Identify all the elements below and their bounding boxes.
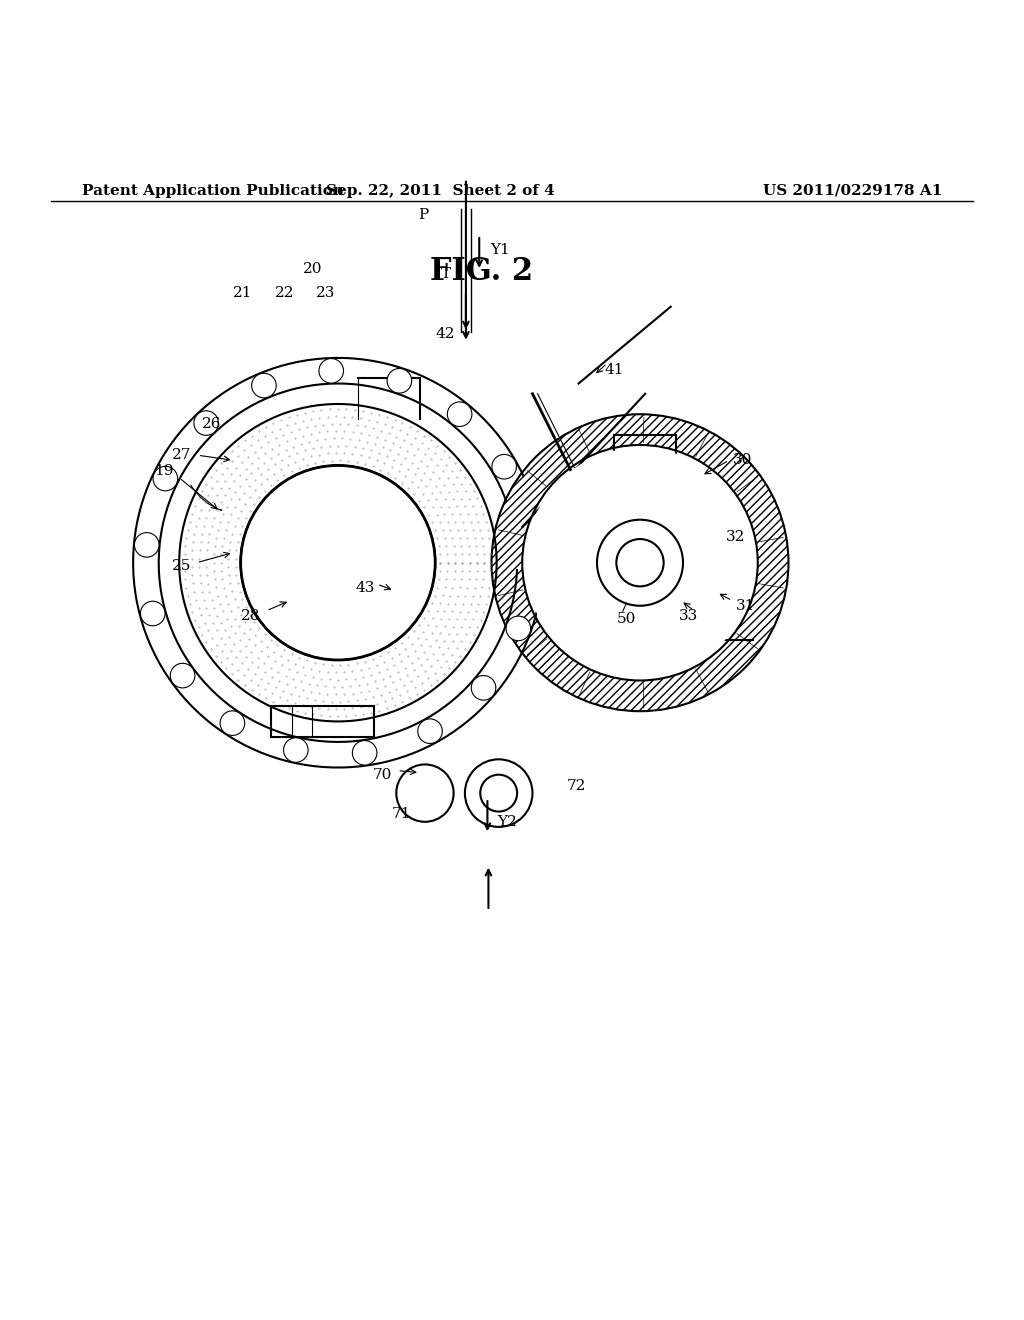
Text: 26: 26 [202, 417, 222, 432]
Circle shape [194, 411, 218, 436]
Text: 22: 22 [274, 286, 295, 301]
Text: 19: 19 [154, 463, 174, 478]
Text: 25: 25 [172, 558, 190, 573]
Text: 71: 71 [392, 807, 411, 821]
Text: 72: 72 [567, 779, 586, 793]
Circle shape [471, 676, 496, 700]
Circle shape [284, 738, 308, 763]
Text: Patent Application Publication: Patent Application Publication [82, 183, 344, 198]
Text: 32: 32 [726, 531, 744, 544]
Circle shape [153, 466, 177, 491]
Circle shape [134, 532, 159, 557]
Text: 20: 20 [302, 261, 323, 276]
Circle shape [447, 401, 472, 426]
Text: FIG. 2: FIG. 2 [430, 256, 532, 286]
Text: 30: 30 [733, 453, 752, 467]
Text: Y1: Y1 [489, 243, 510, 257]
Circle shape [387, 368, 412, 393]
Circle shape [243, 467, 433, 659]
Text: 43: 43 [356, 581, 375, 595]
Circle shape [506, 616, 530, 640]
Circle shape [465, 759, 532, 826]
Circle shape [170, 663, 195, 688]
Text: P: P [418, 207, 428, 222]
FancyArrowPatch shape [190, 486, 221, 511]
Text: 28: 28 [242, 609, 260, 623]
Text: Y2: Y2 [497, 814, 517, 829]
Circle shape [638, 504, 663, 529]
Circle shape [525, 449, 755, 677]
Text: 50: 50 [617, 612, 636, 626]
Circle shape [492, 454, 516, 479]
Text: 33: 33 [679, 609, 697, 623]
Circle shape [140, 601, 165, 626]
Text: 70: 70 [373, 768, 391, 781]
Circle shape [597, 520, 683, 606]
Circle shape [220, 711, 245, 735]
Text: 27: 27 [172, 449, 190, 462]
Text: 41: 41 [604, 363, 625, 378]
Text: 21: 21 [232, 286, 253, 301]
Circle shape [418, 719, 442, 743]
Circle shape [396, 764, 454, 822]
Circle shape [252, 374, 276, 397]
Text: T: T [440, 267, 451, 281]
Circle shape [480, 775, 517, 812]
Circle shape [318, 359, 343, 383]
Text: US 2011/0229178 A1: US 2011/0229178 A1 [763, 183, 942, 198]
Text: Sep. 22, 2011  Sheet 2 of 4: Sep. 22, 2011 Sheet 2 of 4 [326, 183, 555, 198]
Text: 31: 31 [736, 599, 755, 612]
Circle shape [352, 741, 377, 766]
Text: 42: 42 [435, 327, 456, 342]
Text: 23: 23 [316, 286, 335, 301]
